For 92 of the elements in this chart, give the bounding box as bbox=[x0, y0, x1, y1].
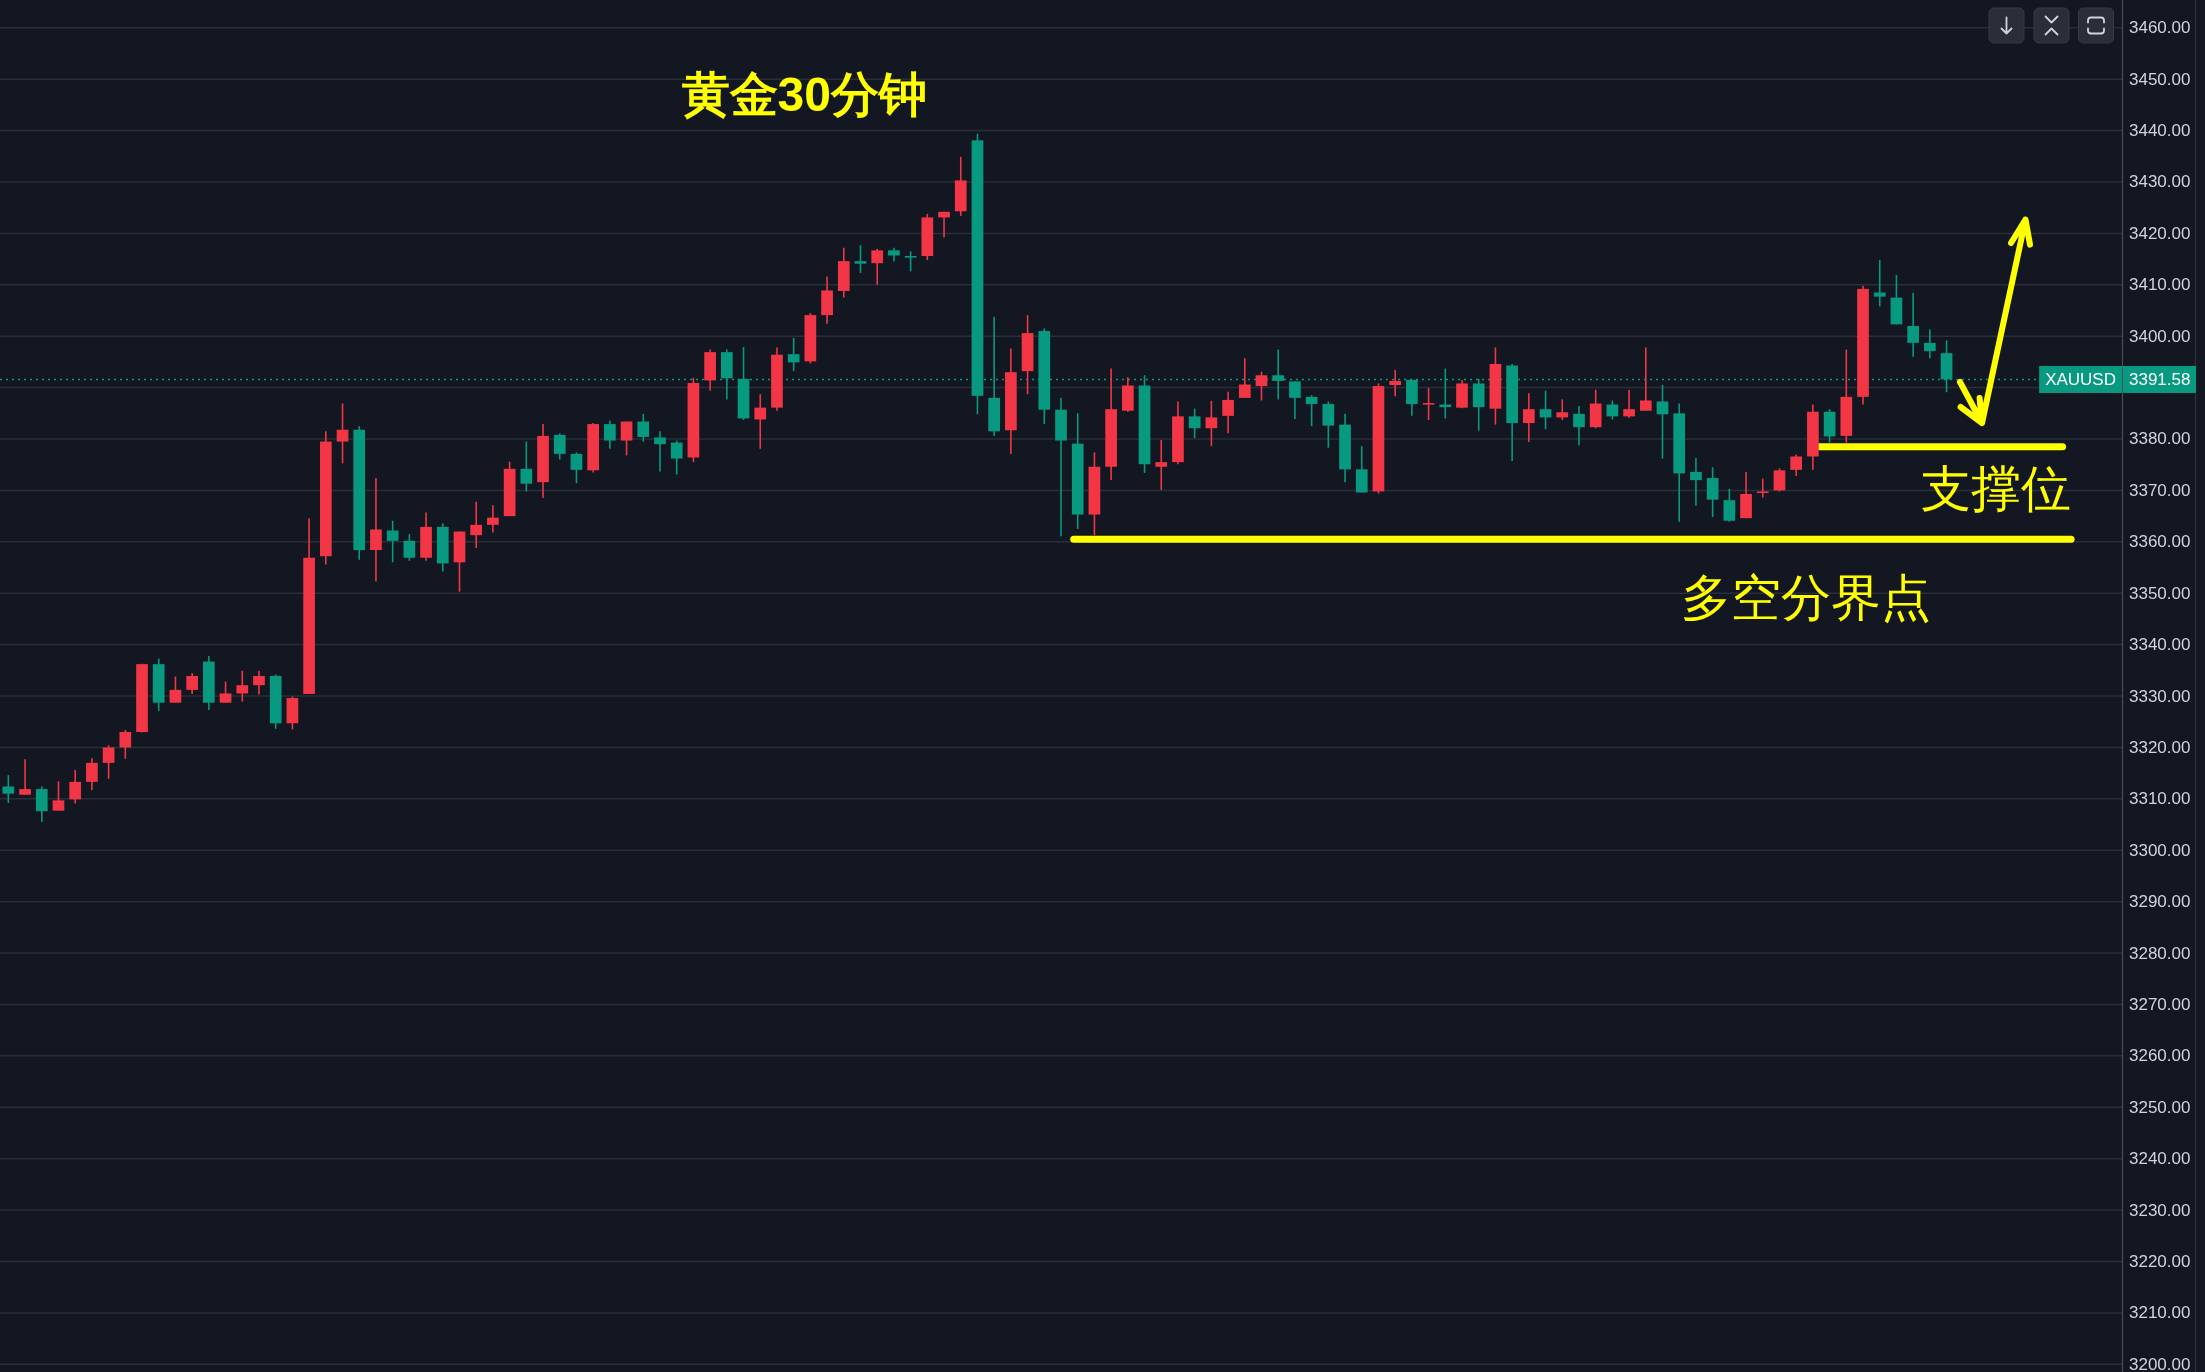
candlestick bbox=[219, 680, 232, 704]
ref-line-label: XAUUSD bbox=[2045, 369, 2116, 389]
candlestick bbox=[169, 675, 182, 704]
ref-line-label: 支撑位 bbox=[1921, 460, 2072, 517]
candlestick bbox=[1155, 439, 1168, 491]
candlestick bbox=[119, 729, 132, 760]
candlestick bbox=[1556, 398, 1569, 421]
candlestick bbox=[19, 758, 31, 796]
candlestick bbox=[1756, 477, 1769, 499]
candlestick bbox=[403, 533, 416, 562]
y-tick-label: 3260.00 bbox=[2129, 1046, 2191, 1066]
candlestick bbox=[1305, 394, 1318, 427]
candlestick bbox=[520, 440, 533, 493]
candlestick bbox=[854, 244, 867, 274]
y-tick-label: 3290.00 bbox=[2129, 892, 2191, 912]
y-tick-label: 3350.00 bbox=[2129, 583, 2191, 603]
ref-line-label: 多空分界点 bbox=[1681, 570, 1932, 627]
y-tick-label: 3400.00 bbox=[2129, 326, 2191, 346]
y-tick-label: 3440.00 bbox=[2129, 121, 2191, 141]
candlestick bbox=[1389, 369, 1402, 398]
candlestick bbox=[620, 420, 633, 457]
candlestick bbox=[470, 500, 483, 549]
candlestick bbox=[1539, 389, 1552, 431]
text: 3391.58 bbox=[2129, 369, 2191, 389]
y-tick-label: 3320.00 bbox=[2129, 737, 2191, 757]
y-tick-label: 3410.00 bbox=[2129, 275, 2191, 295]
y-tick-label: 3430.00 bbox=[2129, 172, 2191, 192]
candlestick bbox=[938, 210, 950, 239]
candlestick bbox=[386, 519, 399, 564]
candlestick bbox=[1188, 407, 1201, 439]
y-tick-label: 3380.00 bbox=[2129, 429, 2191, 449]
candlestick bbox=[1773, 467, 1786, 493]
candlestick bbox=[1522, 392, 1535, 443]
candlestick bbox=[1656, 384, 1669, 460]
candlestick bbox=[1723, 488, 1736, 523]
y-tick-label: 3230.00 bbox=[2129, 1200, 2191, 1220]
candlestick bbox=[553, 432, 566, 461]
candlestick bbox=[654, 430, 666, 473]
candlestick bbox=[1573, 405, 1585, 446]
candlestick bbox=[253, 670, 265, 696]
candlestick bbox=[570, 451, 583, 485]
y-tick-label: 3220.00 bbox=[2129, 1251, 2191, 1271]
y-tick-label: 3250.00 bbox=[2129, 1097, 2191, 1117]
candlestick bbox=[2, 774, 15, 804]
candlestick bbox=[1322, 400, 1335, 449]
y-tick-label: 3200.00 bbox=[2129, 1354, 2191, 1372]
candlestick bbox=[336, 402, 349, 464]
candlestick bbox=[1222, 390, 1234, 435]
candlestick bbox=[904, 250, 917, 273]
candlestick bbox=[787, 336, 800, 372]
candlestick bbox=[1589, 388, 1602, 429]
y-tick-label: 3450.00 bbox=[2129, 69, 2191, 89]
y-tick-label: 3310.00 bbox=[2129, 789, 2191, 809]
candlestick bbox=[370, 477, 382, 583]
candlestick bbox=[604, 419, 616, 450]
candlestick bbox=[69, 769, 82, 805]
y-tick-label: 3240.00 bbox=[2129, 1149, 2191, 1169]
candlestick bbox=[871, 248, 884, 286]
candlestick bbox=[1255, 370, 1268, 402]
candlestick bbox=[1623, 388, 1635, 419]
candlestick bbox=[102, 744, 115, 780]
candlestick bbox=[1690, 457, 1702, 507]
candlestick bbox=[52, 780, 65, 812]
candlestick bbox=[186, 672, 198, 695]
y-tick-label: 3340.00 bbox=[2129, 635, 2191, 655]
candlestick bbox=[1924, 328, 1936, 360]
candlestick bbox=[1355, 445, 1368, 494]
candlestick bbox=[236, 670, 249, 703]
y-tick-label: 3210.00 bbox=[2129, 1303, 2191, 1323]
candlestick bbox=[1422, 387, 1435, 421]
y-tick-label: 3420.00 bbox=[2129, 223, 2191, 243]
candlestick bbox=[1907, 292, 1919, 358]
y-tick-label: 3370.00 bbox=[2129, 480, 2191, 500]
candlestick bbox=[487, 504, 499, 534]
text: 黄金30分钟 bbox=[681, 67, 927, 121]
y-tick-label: 3460.00 bbox=[2129, 18, 2191, 38]
candlestick bbox=[754, 393, 767, 450]
candlestick bbox=[1238, 357, 1251, 399]
candlestick bbox=[670, 439, 683, 476]
y-tick-label: 3270.00 bbox=[2129, 994, 2191, 1014]
candlestick bbox=[1706, 466, 1719, 518]
candlestick bbox=[35, 785, 48, 823]
candlestick bbox=[1205, 400, 1218, 447]
y-tick-label: 3280.00 bbox=[2129, 943, 2191, 963]
y-tick-label: 3300.00 bbox=[2129, 840, 2191, 860]
candlestick bbox=[1639, 346, 1652, 412]
y-tick-label: 3360.00 bbox=[2129, 532, 2191, 552]
candlestick bbox=[1790, 453, 1803, 477]
y-tick-label: 3330.00 bbox=[2129, 686, 2191, 706]
candlestick bbox=[86, 757, 98, 791]
candlestick bbox=[1873, 259, 1886, 308]
candlestick bbox=[637, 413, 650, 443]
